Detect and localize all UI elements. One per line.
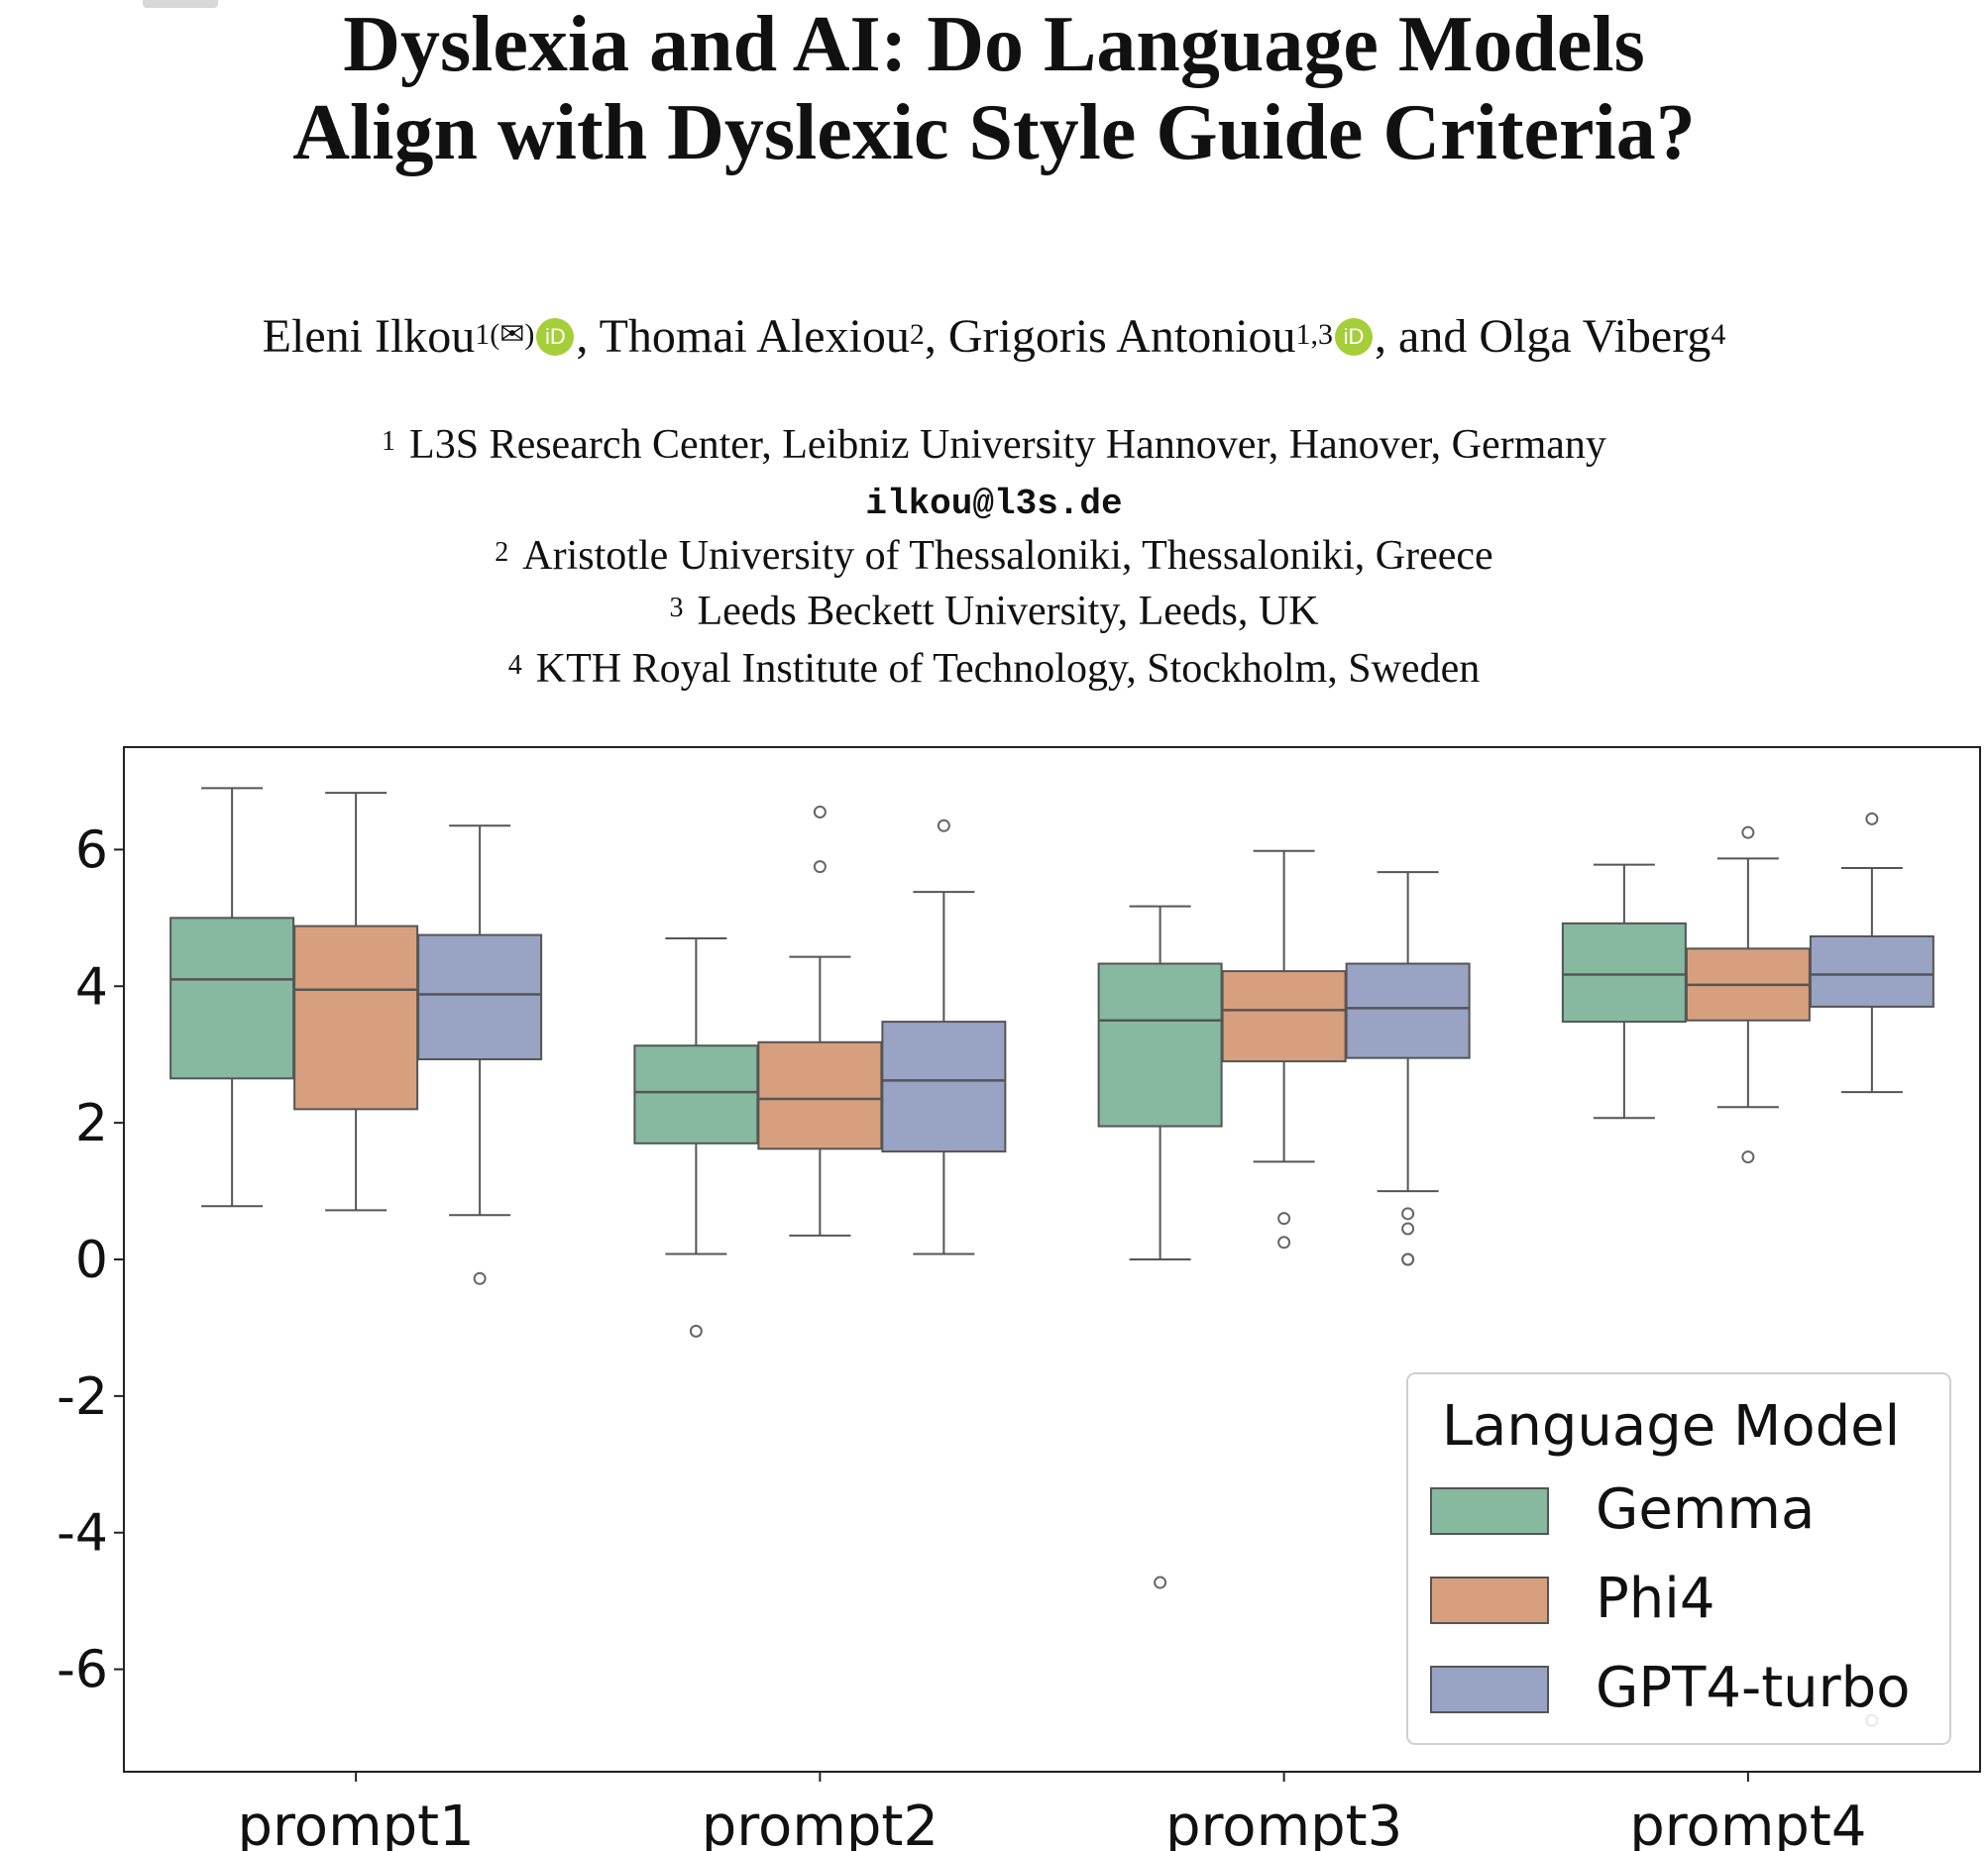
iqr-box xyxy=(1097,962,1223,1128)
author-name: Olga Viberg xyxy=(1479,310,1712,363)
author-separator: , and xyxy=(1375,310,1480,363)
iqr-box xyxy=(169,917,295,1080)
outlier-point xyxy=(689,1324,703,1338)
outlier-point xyxy=(1401,1252,1415,1266)
box-gemma-prompt4 xyxy=(1561,863,1687,1120)
chart-legend: Language Model Gemma Phi4 GPT4-turbo xyxy=(1406,1372,1951,1745)
affiliation-number: 2 xyxy=(495,537,509,568)
author-name: Eleni Ilkou xyxy=(262,310,476,363)
outlier-point xyxy=(1401,1222,1415,1236)
affiliation-text: L3S Research Center, Leibniz University … xyxy=(409,422,1606,468)
box-gpt4-turbo-prompt1 xyxy=(417,824,543,1285)
author-affiliation-marker: 2 xyxy=(909,318,925,351)
affiliation-4: 4 KTH Royal Institute of Technology, Stoc… xyxy=(0,648,1988,690)
legend-frame xyxy=(1406,1372,1951,1745)
outlier-point xyxy=(1741,1150,1755,1164)
paper-title-line-2: Align with Dyslexic Style Guide Criteria… xyxy=(292,89,1696,176)
author-name: Thomai Alexiou xyxy=(599,310,910,363)
author-list: Eleni Ilkou1(✉) iD, Thomai Alexiou2, Grig… xyxy=(0,313,1988,361)
iqr-box xyxy=(757,1040,883,1150)
page-tab-marker xyxy=(143,0,218,8)
box-phi4-prompt3 xyxy=(1221,849,1347,1250)
iqr-box xyxy=(1221,970,1347,1063)
affiliation-text: Leeds Beckett University, Leeds, UK xyxy=(697,589,1319,634)
legend-entry: GPT4-turbo xyxy=(1596,1656,1911,1720)
iqr-box xyxy=(1345,962,1471,1059)
box-gemma-prompt1 xyxy=(169,787,295,1208)
outlier-point xyxy=(1154,1576,1167,1589)
orcid-icon[interactable]: iD xyxy=(536,317,575,356)
author-separator: , xyxy=(924,310,948,363)
y-tick-label: -6 xyxy=(56,1641,108,1700)
box-gemma-prompt2 xyxy=(633,937,759,1338)
y-tick-label: -2 xyxy=(56,1367,108,1427)
iqr-box xyxy=(633,1044,759,1144)
outlier-point xyxy=(937,818,950,832)
outlier-point xyxy=(1277,1212,1291,1226)
x-tick-label: prompt2 xyxy=(702,1795,939,1851)
box-gpt4-turbo-prompt3 xyxy=(1345,871,1471,1266)
legend-title: Language Model xyxy=(1442,1394,1900,1459)
x-tick-label: prompt4 xyxy=(1629,1795,1866,1851)
y-tick-label: 0 xyxy=(75,1231,108,1290)
outlier-point xyxy=(813,805,827,818)
y-tick-label: 4 xyxy=(75,957,108,1017)
iqr-box xyxy=(417,933,543,1061)
iqr-box xyxy=(1561,922,1687,1024)
iqr-box xyxy=(293,925,419,1111)
legend-swatch xyxy=(1430,1487,1549,1535)
box-gemma-prompt3 xyxy=(1097,905,1223,1589)
orcid-icon[interactable]: iD xyxy=(1335,317,1374,356)
x-tick-label: prompt3 xyxy=(1165,1795,1402,1851)
author-separator: , xyxy=(576,310,600,363)
legend-swatch xyxy=(1430,1666,1549,1713)
outlier-point xyxy=(473,1271,487,1285)
affiliation-number: 4 xyxy=(507,650,522,681)
legend-entry: Phi4 xyxy=(1596,1567,1714,1631)
box-phi4-prompt4 xyxy=(1685,825,1811,1164)
x-tick-label: prompt1 xyxy=(237,1795,474,1851)
author-affiliation-marker: 1,3 xyxy=(1295,318,1334,351)
affiliation-3: 3 Leeds Beckett University, Leeds, UK xyxy=(0,591,1988,632)
paper-title-line-1: Dyslexia and AI: Do Language Models xyxy=(343,1,1645,88)
outlier-point xyxy=(1277,1236,1291,1250)
box-phi4-prompt2 xyxy=(757,805,883,1237)
author-email: ilkou@l3s.de xyxy=(865,484,1123,524)
outlier-point xyxy=(1865,812,1879,825)
y-tick-label: -4 xyxy=(56,1504,108,1564)
author-name: Grigoris Antoniou xyxy=(947,310,1296,363)
y-tick-label: 2 xyxy=(75,1094,108,1153)
author-affiliation-marker: 4 xyxy=(1711,318,1726,351)
legend-entry: Gemma xyxy=(1596,1477,1815,1542)
boxplot-figure: -6 -4 -2 0 2 4 6 prompt1 prompt2 prompt3 prompt4 La… xyxy=(56,746,1981,1851)
box-gpt4-turbo-prompt2 xyxy=(881,818,1007,1255)
affiliation-text: KTH Royal Institute of Technology, Stock… xyxy=(535,646,1481,692)
iqr-box xyxy=(881,1021,1007,1153)
outlier-point xyxy=(813,860,827,874)
affiliation-1: 1 L3S Research Center, Leibniz University… xyxy=(0,424,1988,466)
affiliation-2: 2 Aristotle University of Thessaloniki, T… xyxy=(0,535,1988,577)
author-affiliation-marker: 1(✉) xyxy=(475,318,535,351)
outlier-point xyxy=(1401,1207,1415,1221)
outlier-point xyxy=(1741,825,1755,839)
iqr-box xyxy=(1809,934,1934,1008)
box-phi4-prompt1 xyxy=(293,792,419,1212)
affiliation-text: Aristotle University of Thessaloniki, Th… xyxy=(522,533,1493,579)
affiliation-number: 3 xyxy=(669,593,684,623)
affiliation-number: 1 xyxy=(382,426,396,457)
y-tick-label: 6 xyxy=(75,820,108,880)
legend-swatch xyxy=(1430,1577,1549,1624)
